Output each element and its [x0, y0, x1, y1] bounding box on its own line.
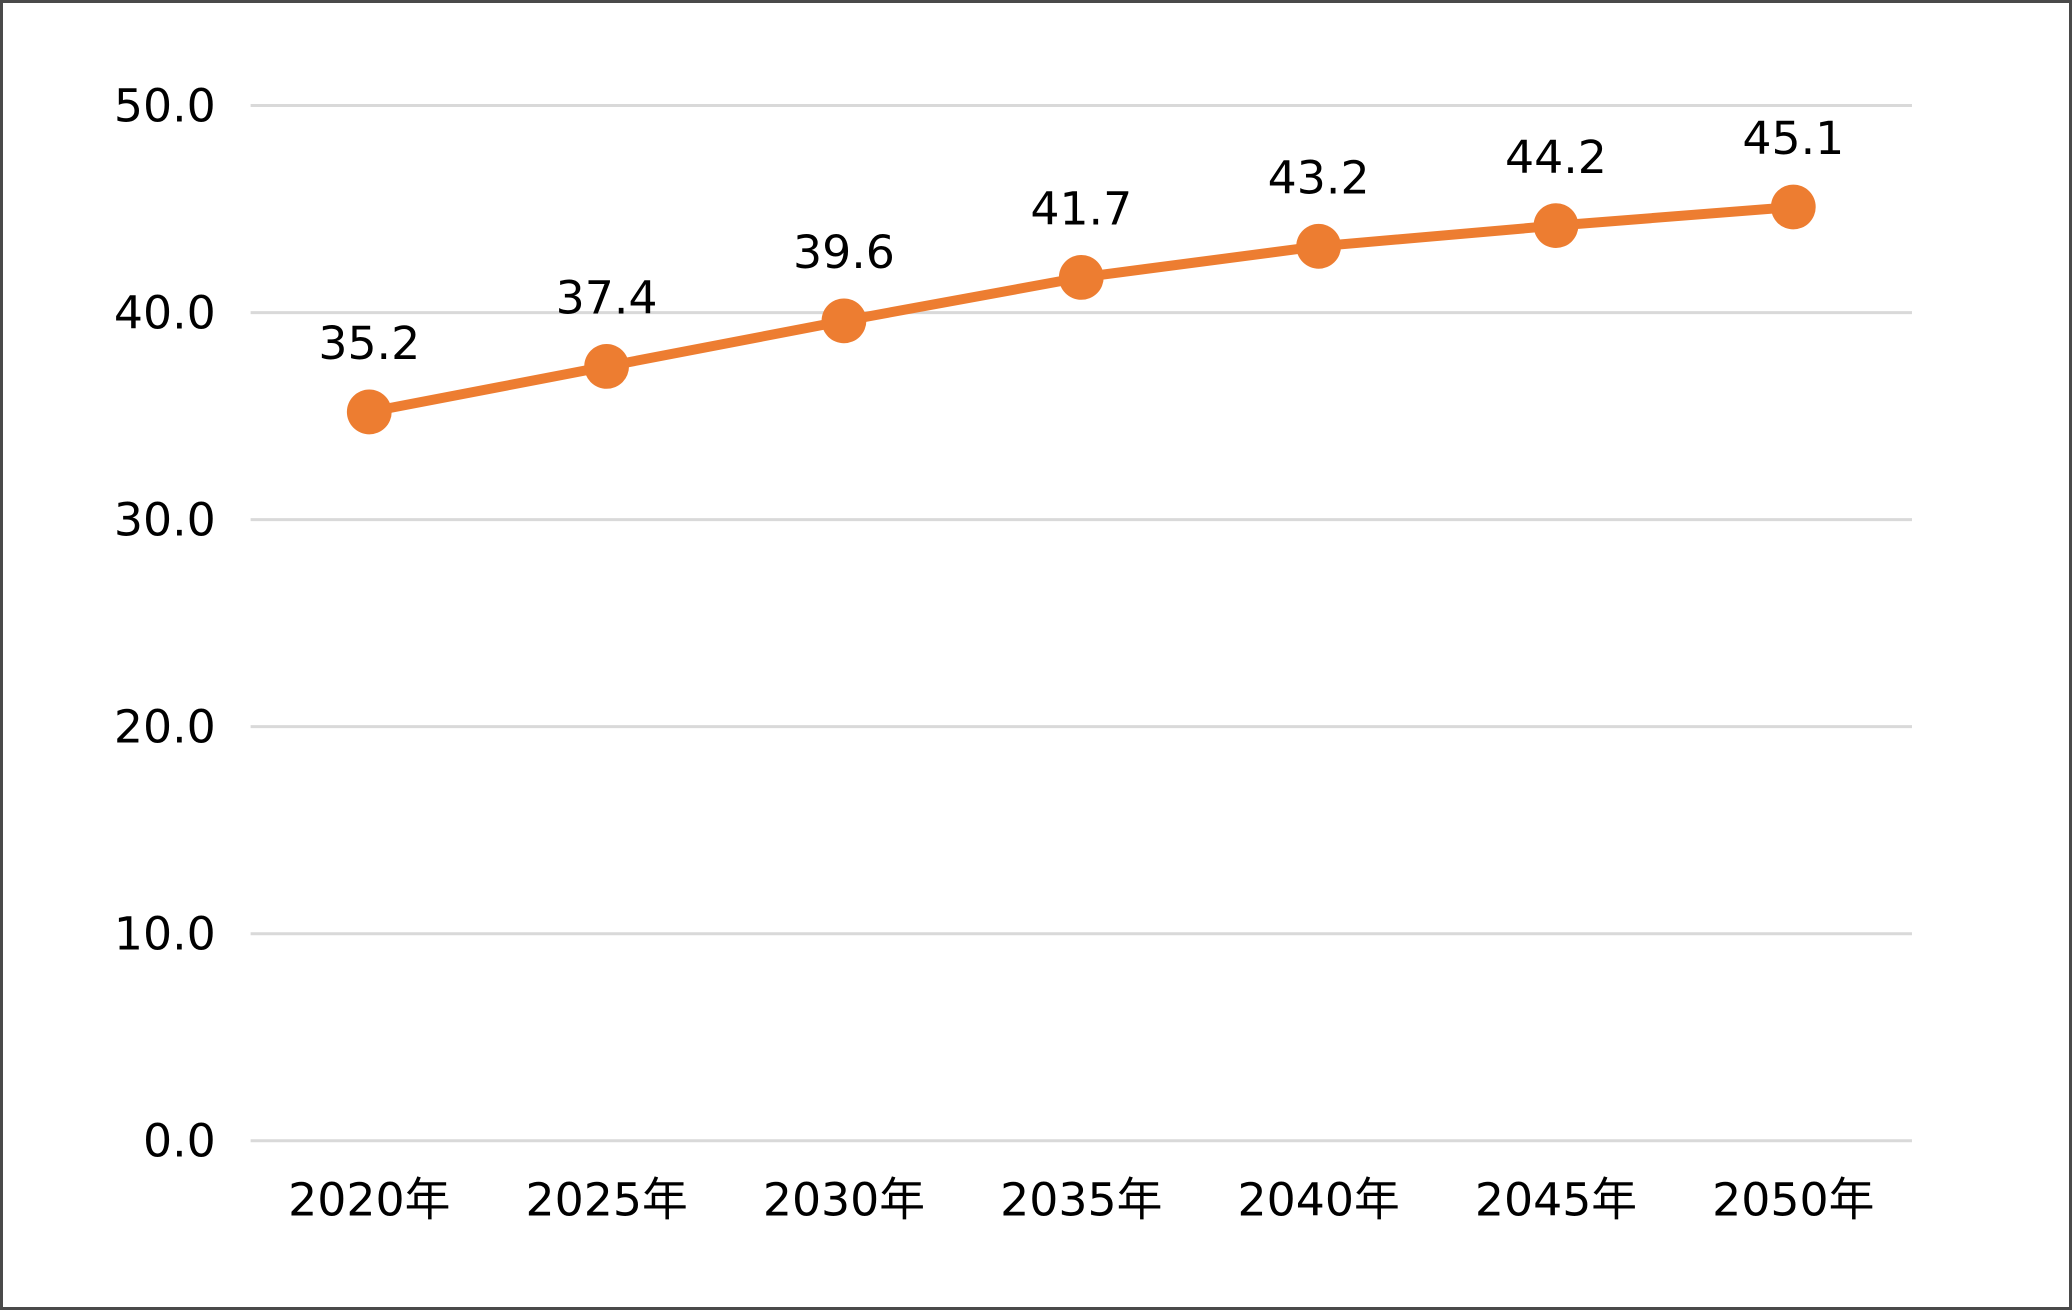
x-axis-tick-label: 2035年	[1000, 1173, 1162, 1226]
data-point-marker	[346, 389, 392, 435]
data-point-label: 41.7	[1030, 183, 1132, 236]
data-point-marker	[1058, 254, 1104, 300]
data-point-marker	[1770, 184, 1816, 230]
data-point-label: 35.2	[318, 317, 420, 370]
x-axis-tick-label: 2030年	[763, 1173, 925, 1226]
y-axis-tick-label: 10.0	[114, 908, 216, 961]
data-point-marker	[1533, 203, 1579, 249]
data-point-label: 45.1	[1742, 112, 1844, 165]
data-point-marker	[1296, 223, 1342, 269]
data-point-marker	[584, 344, 630, 389]
x-axis-tick-label: 2025年	[525, 1173, 687, 1226]
x-axis-tick-label: 2040年	[1238, 1173, 1400, 1226]
y-axis-tick-label: 20.0	[114, 701, 216, 754]
data-point-label: 44.2	[1505, 131, 1607, 184]
y-axis-tick-label: 50.0	[114, 79, 216, 132]
data-point-label: 39.6	[793, 226, 895, 279]
x-axis-tick-label: 2050年	[1712, 1173, 1874, 1226]
data-point-label: 43.2	[1268, 152, 1370, 205]
x-axis-tick-label: 2045年	[1475, 1173, 1637, 1226]
y-axis-tick-label: 40.0	[114, 287, 216, 340]
data-point-label: 37.4	[556, 272, 658, 325]
chart-canvas: 0.0 10.0 20.0 30.0 40.0 50.0 2020年 2025年 2030年 20…	[114, 79, 1912, 1226]
y-axis-tick-label: 0.0	[143, 1115, 216, 1168]
x-axis-tick-label: 2020年	[288, 1173, 450, 1226]
data-point-marker	[821, 298, 867, 344]
y-axis-tick-label: 30.0	[114, 494, 216, 547]
